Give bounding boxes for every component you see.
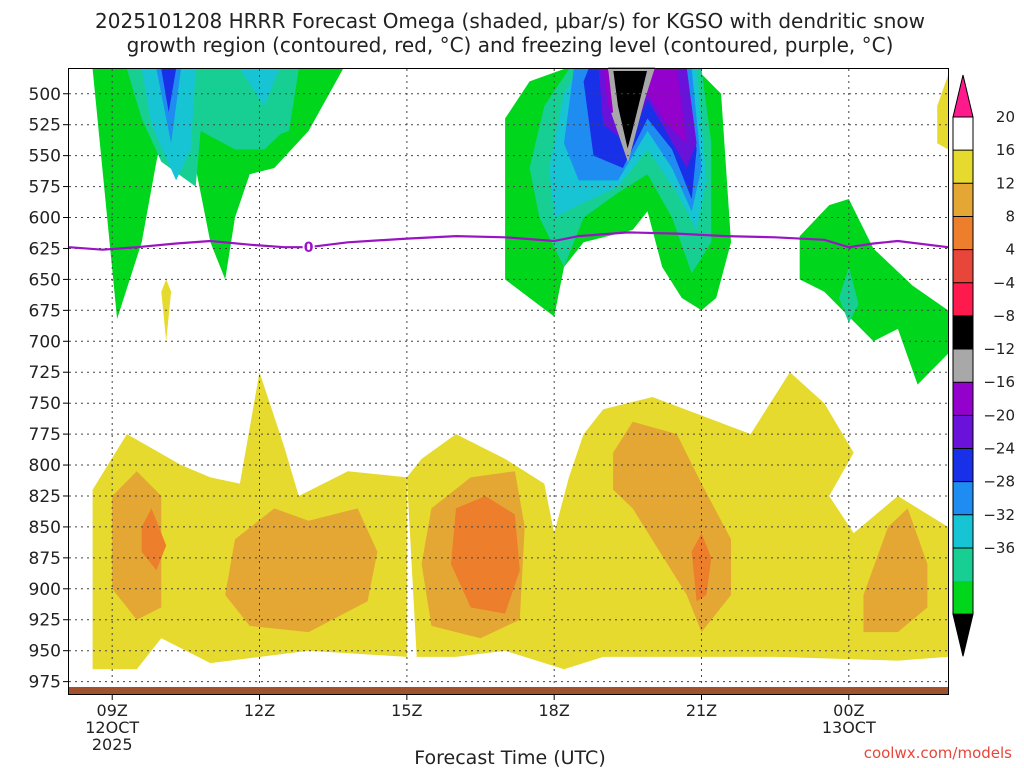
colorbar-label-0: 20 bbox=[996, 108, 1015, 126]
colorbar-bin-4 bbox=[953, 249, 973, 284]
y-tick-label-650: 650 bbox=[29, 270, 61, 290]
y-tick-label-800: 800 bbox=[29, 456, 61, 476]
colorbar-label-8: −16 bbox=[983, 373, 1015, 391]
colorbar-label-12: −32 bbox=[983, 506, 1015, 524]
chart-title: 2025101208 HRRR Forecast Omega (shaded, … bbox=[95, 9, 925, 33]
freezing-level-label: 0 bbox=[304, 240, 314, 256]
x-tick-label-09Z-line2: 2025 bbox=[92, 735, 133, 754]
colorbar-label-13: −36 bbox=[983, 539, 1015, 557]
colorbar-bin-6 bbox=[953, 315, 973, 350]
y-tick-label-850: 850 bbox=[29, 518, 61, 538]
colorbar-bin-5 bbox=[953, 282, 973, 317]
shaded-region-lift-green-east bbox=[799, 199, 948, 385]
shaded-region-sink-orange-east bbox=[863, 508, 928, 633]
x-tick-label-09Z-line0: 09Z bbox=[97, 701, 128, 720]
y-tick-label-900: 900 bbox=[29, 580, 61, 600]
grid-lines bbox=[69, 69, 948, 694]
chart-subtitle: growth region (contoured, red, °C) and f… bbox=[127, 33, 894, 57]
colorbar: 20 16 12 8 4 −4 −8 −12 −16 −20 −24 −28 −32 −36 bbox=[952, 74, 1015, 657]
y-tick-label-875: 875 bbox=[29, 549, 61, 569]
shaded-region-lift-darkblue-west-a bbox=[161, 69, 177, 113]
y-tick-label-750: 750 bbox=[29, 394, 61, 414]
colorbar-top-arrow bbox=[952, 74, 974, 118]
x-tick-label-09Z-line1: 12OCT bbox=[85, 718, 139, 737]
colorbar-label-6: −8 bbox=[993, 307, 1015, 325]
y-tick-label-550: 550 bbox=[29, 147, 61, 167]
shaded-region-sink-orange-west-a bbox=[112, 471, 162, 620]
shaded-region-lift-black-central bbox=[613, 69, 648, 150]
colorbar-label-7: −12 bbox=[983, 340, 1015, 358]
y-tick-label-725: 725 bbox=[29, 363, 61, 383]
x-tick-label-15Z-line0: 15Z bbox=[391, 701, 422, 720]
y-tick-label-825: 825 bbox=[29, 487, 61, 507]
x-tick-label-00Z-line1: 13OCT bbox=[822, 718, 876, 737]
x-axis-label: Forecast Time (UTC) bbox=[414, 747, 605, 768]
freezing-level-contour: 0 bbox=[68, 231, 949, 256]
colorbar-bin-12 bbox=[953, 514, 973, 549]
colorbar-label-11: −28 bbox=[983, 473, 1015, 491]
colorbar-label-5: −4 bbox=[993, 274, 1015, 292]
y-tick-label-950: 950 bbox=[29, 642, 61, 662]
colorbar-label-4: 4 bbox=[1005, 241, 1015, 259]
x-tick-label-00Z-line0: 00Z bbox=[833, 701, 864, 720]
colorbar-bin-10 bbox=[953, 448, 973, 483]
colorbar-bottom-arrow bbox=[952, 613, 974, 657]
x-tick-label-12Z-line0: 12Z bbox=[244, 701, 275, 720]
shaded-region-lift-teal-east bbox=[839, 267, 859, 323]
colorbar-bin-8 bbox=[953, 382, 973, 416]
y-tick-label-975: 975 bbox=[29, 673, 61, 693]
y-tick-label-525: 525 bbox=[29, 116, 61, 136]
shaded-region-sink-yellow-edge bbox=[937, 75, 948, 150]
y-tick-label-500: 500 bbox=[29, 85, 61, 105]
shaded-region-sink-orange-west-b bbox=[225, 508, 378, 633]
colorbar-bin-14 bbox=[953, 581, 973, 615]
freezing-level-line bbox=[68, 231, 949, 251]
colorbar-bin-0 bbox=[953, 117, 973, 151]
colorbar-label-10: −24 bbox=[983, 440, 1015, 458]
x-tick-label-18Z-line0: 18Z bbox=[539, 701, 570, 720]
plot-border bbox=[68, 68, 949, 695]
colorbar-bin-2 bbox=[953, 183, 973, 217]
shaded-region-sink-deeporange-west bbox=[141, 508, 167, 571]
ground-strip bbox=[69, 687, 948, 694]
colorbar-label-2: 12 bbox=[996, 174, 1015, 192]
colorbar-label-1: 16 bbox=[996, 141, 1015, 159]
colorbar-bin-11 bbox=[953, 481, 973, 516]
y-axis: 500 525 550 575 600 625 650 675 700 725 750 775 800 8… bbox=[29, 85, 69, 693]
y-tick-label-600: 600 bbox=[29, 209, 61, 229]
colorbar-bin-7 bbox=[953, 349, 973, 383]
watermark: coolwx.com/models bbox=[864, 744, 1012, 762]
y-tick-label-575: 575 bbox=[29, 178, 61, 198]
y-tick-label-700: 700 bbox=[29, 332, 61, 352]
colorbar-bin-3 bbox=[953, 216, 973, 251]
shaded-region-sink-deeporange-central-a bbox=[451, 496, 520, 614]
colorbar-label-3: 8 bbox=[1005, 207, 1015, 225]
y-tick-label-775: 775 bbox=[29, 425, 61, 445]
colorbar-bin-13 bbox=[953, 547, 973, 582]
y-tick-label-925: 925 bbox=[29, 611, 61, 631]
colorbar-bin-9 bbox=[953, 415, 973, 449]
x-tick-label-21Z-line0: 21Z bbox=[686, 701, 717, 720]
plot-regions bbox=[92, 67, 948, 670]
colorbar-label-9: −20 bbox=[983, 406, 1015, 424]
colorbar-bin-1 bbox=[953, 150, 973, 184]
y-tick-label-675: 675 bbox=[29, 301, 61, 321]
y-tick-label-625: 625 bbox=[29, 239, 61, 259]
freezing-level-label-bg bbox=[302, 239, 315, 256]
